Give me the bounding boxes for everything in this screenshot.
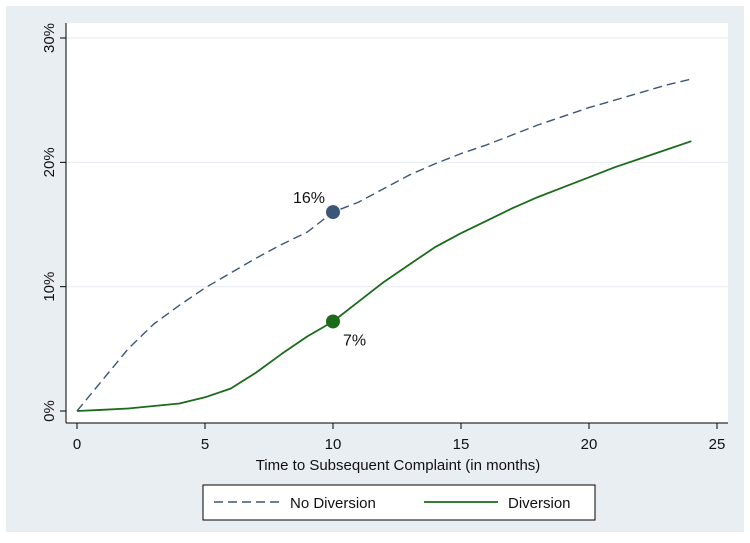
x-tick-label-25: 25: [709, 436, 726, 453]
x-axis-ticks: 0 5 10 15 20 25: [73, 423, 726, 453]
gridlines: [66, 37, 728, 288]
x-tick-label-10: 10: [325, 436, 342, 453]
series-line-no-diversion: [76, 78, 692, 412]
series-line-diversion: [76, 140, 692, 412]
legend-box: [202, 484, 596, 521]
y-tick-label-10: 10%: [41, 272, 58, 302]
annotations: 16% 7%: [293, 190, 366, 349]
legend-label-no-diversion: No Diversion: [290, 495, 376, 512]
data-label-no-diversion: 16%: [293, 190, 325, 207]
x-tick-label-5: 5: [201, 436, 209, 453]
y-axis-ticks: 0% 10% 20% 30%: [41, 23, 66, 422]
legend-label-diversion: Diversion: [508, 495, 571, 512]
x-tick-label-20: 20: [581, 436, 598, 453]
legend: No Diversion Diversion: [202, 484, 596, 521]
marker-no-diversion: [326, 205, 340, 220]
y-tick-label-20: 20%: [41, 147, 58, 177]
x-tick-label-0: 0: [73, 436, 81, 453]
y-tick-label-30: 30%: [41, 23, 58, 53]
series-lines: [76, 78, 692, 412]
data-label-diversion: 7%: [343, 332, 366, 349]
plot-area: [66, 23, 728, 423]
x-axis-label: Time to Subsequent Complaint (in months): [256, 457, 541, 474]
marker-diversion: [326, 314, 340, 329]
y-tick-label-0: 0%: [41, 400, 58, 422]
x-tick-label-15: 15: [453, 436, 470, 453]
